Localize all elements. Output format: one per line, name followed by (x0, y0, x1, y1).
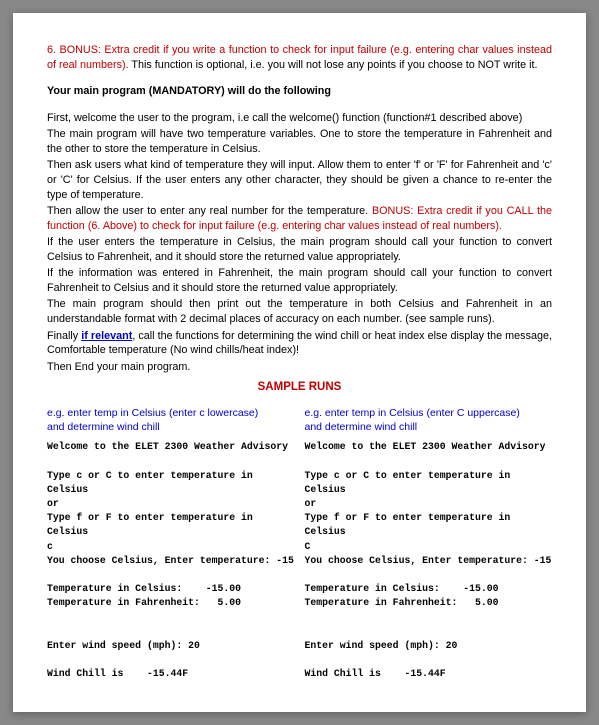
para-celsius-convert: If the user enters the temperature in Ce… (47, 235, 552, 264)
para8-if-relevant: if relevant (81, 330, 132, 342)
para-print-output: The main program should then print out t… (47, 297, 552, 326)
right-header-line1: e.g. enter temp in Celsius (enter C uppe… (305, 407, 520, 419)
para4-black: Then allow the user to enter any real nu… (47, 205, 372, 217)
right-l4: Type f or F to enter temperature in Cels… (305, 512, 517, 537)
left-l6: You choose Celsius, Enter temperature: -… (47, 555, 294, 566)
right-l3: or (305, 498, 317, 509)
left-l5: c (47, 541, 53, 552)
left-l10: Wind Chill is -15.44F (47, 668, 188, 679)
bonus-6-black-text: This function is optional, i.e. you will… (129, 59, 538, 71)
left-l2: Type c or C to enter temperature in Cels… (47, 470, 259, 495)
right-l1: Welcome to the ELET 2300 Weather Advisor… (305, 441, 546, 452)
right-l7: Temperature in Celsius: -15.00 (305, 583, 499, 594)
left-terminal-output: Welcome to the ELET 2300 Weather Advisor… (47, 440, 295, 681)
right-l8: Temperature in Fahrenheit: 5.00 (305, 597, 499, 608)
sample-left-column: e.g. enter temp in Celsius (enter c lowe… (47, 406, 295, 682)
left-l1: Welcome to the ELET 2300 Weather Advisor… (47, 441, 288, 452)
para-welcome: First, welcome the user to the program, … (47, 111, 552, 126)
para-fahrenheit-convert: If the information was entered in Fahren… (47, 266, 552, 295)
para-enter-number: Then allow the user to enter any real nu… (47, 204, 552, 233)
para-finally: Finally if relevant, call the functions … (47, 329, 552, 358)
main-program-body: First, welcome the user to the program, … (47, 111, 552, 375)
right-terminal-output: Welcome to the ELET 2300 Weather Advisor… (305, 440, 553, 681)
left-header-line2: and determine wind chill (47, 421, 160, 433)
left-l9: Enter wind speed (mph): 20 (47, 640, 200, 651)
left-l4: Type f or F to enter temperature in Cels… (47, 512, 259, 537)
right-header: e.g. enter temp in Celsius (enter C uppe… (305, 406, 553, 434)
main-program-heading: Your main program (MANDATORY) will do th… (47, 84, 552, 99)
left-header: e.g. enter temp in Celsius (enter c lowe… (47, 406, 295, 434)
left-l3: or (47, 498, 59, 509)
para-ask-type: Then ask users what kind of temperature … (47, 158, 552, 202)
right-l6: You choose Celsius, Enter temperature: -… (305, 555, 552, 566)
right-l10: Wind Chill is -15.44F (305, 668, 446, 679)
left-l8: Temperature in Fahrenheit: 5.00 (47, 597, 241, 608)
para-two-vars: The main program will have two temperatu… (47, 127, 552, 156)
left-l7: Temperature in Celsius: -15.00 (47, 583, 241, 594)
left-header-line1: e.g. enter temp in Celsius (enter c lowe… (47, 407, 258, 419)
para-end: Then End your main program. (47, 360, 552, 375)
para8-a: Finally (47, 330, 81, 342)
right-l5: C (305, 541, 311, 552)
document-page: 6. BONUS: Extra credit if you write a fu… (13, 13, 586, 712)
sample-runs-title: SAMPLE RUNS (47, 380, 552, 396)
sample-runs-columns: e.g. enter temp in Celsius (enter c lowe… (47, 406, 552, 682)
right-l9: Enter wind speed (mph): 20 (305, 640, 458, 651)
sample-right-column: e.g. enter temp in Celsius (enter C uppe… (305, 406, 553, 682)
right-header-line2: and determine wind chill (305, 421, 418, 433)
right-l2: Type c or C to enter temperature in Cels… (305, 470, 517, 495)
bonus-6-paragraph: 6. BONUS: Extra credit if you write a fu… (47, 43, 552, 72)
